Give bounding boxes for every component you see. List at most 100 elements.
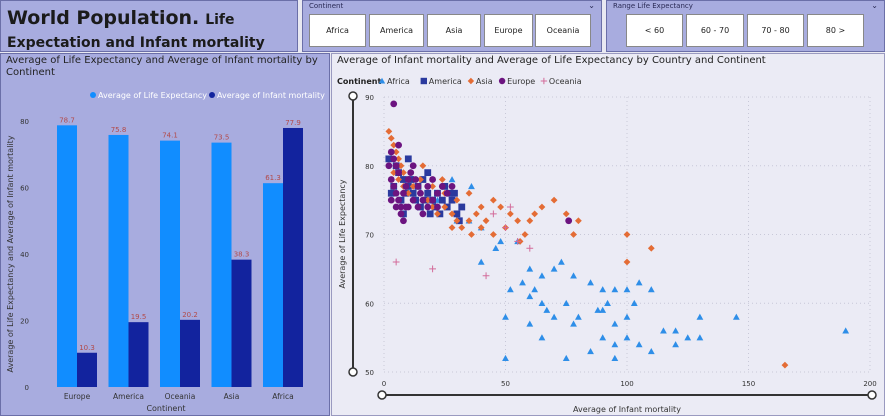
bar-infant-mortality[interactable] [283, 127, 303, 388]
data-point-europe[interactable] [400, 217, 407, 225]
data-point-asia[interactable] [448, 224, 456, 232]
y-zoom-slider-handle-top[interactable] [348, 91, 358, 101]
range-slicer[interactable]: Range Life Expectancy ⌄ < 60 60 - 70 70 … [606, 0, 885, 52]
data-point-europe[interactable] [390, 155, 398, 163]
data-point-africa[interactable] [604, 299, 611, 306]
data-point-africa[interactable] [550, 265, 558, 272]
data-point-oceania[interactable] [489, 210, 497, 218]
bar-infant-mortality[interactable] [231, 259, 252, 387]
data-point-africa[interactable] [635, 341, 643, 348]
data-point-asia[interactable] [424, 196, 432, 204]
data-point-oceania[interactable] [429, 265, 436, 273]
slicer-option-lt60[interactable]: < 60 [626, 14, 683, 47]
data-point-africa[interactable] [502, 354, 509, 361]
data-point-asia[interactable] [781, 361, 789, 369]
data-point-africa[interactable] [660, 327, 667, 334]
data-point-oceania[interactable] [392, 258, 400, 266]
bar-life-expectancy[interactable] [211, 142, 232, 387]
x-zoom-slider-handle-left[interactable] [377, 390, 387, 400]
data-point-asia[interactable] [647, 244, 655, 252]
x-zoom-slider-handle-right[interactable] [867, 390, 877, 400]
data-point-asia[interactable] [570, 231, 577, 238]
slicer-option-asia[interactable]: Asia [427, 14, 481, 47]
data-point-asia[interactable] [392, 148, 400, 156]
data-point-america[interactable] [458, 203, 466, 211]
data-point-africa[interactable] [575, 313, 582, 320]
data-point-america[interactable] [400, 176, 407, 183]
legend-marker-africa[interactable] [378, 77, 386, 84]
data-point-asia[interactable] [531, 210, 539, 218]
data-point-africa[interactable] [562, 354, 570, 361]
data-point-oceania[interactable] [506, 203, 514, 211]
data-point-europe[interactable] [392, 189, 400, 197]
data-point-europe[interactable] [402, 182, 410, 190]
data-point-africa[interactable] [672, 327, 679, 334]
data-point-america[interactable] [448, 196, 456, 204]
legend-marker-asia[interactable] [467, 77, 475, 85]
data-point-europe[interactable] [392, 203, 400, 211]
legend-marker-europe[interactable] [498, 77, 506, 85]
data-point-africa[interactable] [562, 299, 570, 306]
data-point-europe[interactable] [414, 182, 422, 190]
data-point-asia[interactable] [453, 196, 461, 204]
data-point-africa[interactable] [550, 313, 558, 320]
data-point-africa[interactable] [599, 286, 607, 293]
data-point-oceania[interactable] [526, 244, 534, 252]
data-point-asia[interactable] [404, 189, 412, 197]
data-point-africa[interactable] [502, 313, 509, 320]
data-point-europe[interactable] [429, 196, 436, 204]
y-zoom-slider-handle-bottom[interactable] [348, 367, 358, 377]
data-point-europe[interactable] [414, 203, 422, 211]
data-point-africa[interactable] [506, 286, 514, 293]
data-point-africa[interactable] [570, 272, 577, 279]
data-point-europe[interactable] [397, 210, 405, 218]
data-point-europe[interactable] [387, 148, 395, 156]
data-point-america[interactable] [385, 155, 393, 163]
data-point-america[interactable] [424, 169, 432, 177]
slicer-option-oceania[interactable]: Oceania [535, 14, 591, 47]
data-point-africa[interactable] [623, 313, 631, 320]
data-point-america[interactable] [387, 189, 395, 197]
data-point-africa[interactable] [611, 341, 619, 348]
data-point-asia[interactable] [550, 196, 558, 204]
data-point-europe[interactable] [404, 176, 412, 183]
bar-life-expectancy[interactable] [57, 125, 77, 387]
data-point-europe[interactable] [387, 196, 395, 204]
bar-life-expectancy[interactable] [263, 183, 283, 387]
data-point-oceania[interactable] [482, 272, 490, 280]
slicer-option-africa[interactable]: Africa [309, 14, 366, 47]
data-point-asia[interactable] [385, 127, 393, 135]
data-point-europe[interactable] [424, 182, 432, 190]
data-point-asia[interactable] [419, 162, 427, 170]
data-point-europe[interactable] [385, 162, 393, 170]
data-point-europe[interactable] [409, 196, 417, 204]
data-point-europe[interactable] [392, 162, 400, 170]
slicer-option-60-70[interactable]: 60 - 70 [686, 14, 744, 47]
data-point-africa[interactable] [696, 313, 704, 320]
data-point-asia[interactable] [468, 231, 475, 238]
legend-marker-oceania[interactable] [540, 77, 548, 85]
data-point-europe[interactable] [387, 176, 395, 183]
data-point-europe[interactable] [395, 141, 402, 149]
data-point-asia[interactable] [538, 203, 546, 211]
data-point-asia[interactable] [506, 210, 514, 218]
data-point-asia[interactable] [448, 210, 456, 218]
data-point-africa[interactable] [594, 306, 602, 313]
bar-life-expectancy[interactable] [160, 140, 180, 387]
data-point-africa[interactable] [672, 341, 679, 348]
data-point-asia[interactable] [526, 217, 534, 225]
data-point-africa[interactable] [684, 334, 692, 341]
data-point-africa[interactable] [526, 320, 534, 327]
data-point-africa[interactable] [538, 272, 546, 279]
data-point-asia[interactable] [395, 176, 402, 183]
slicer-option-70-80[interactable]: 70 - 80 [747, 14, 804, 47]
data-point-africa[interactable] [696, 334, 704, 341]
data-point-africa[interactable] [492, 244, 500, 251]
data-point-asia[interactable] [395, 155, 402, 163]
data-point-europe[interactable] [412, 176, 419, 183]
data-point-asia[interactable] [472, 210, 480, 218]
data-point-asia[interactable] [562, 210, 570, 218]
data-point-asia[interactable] [390, 141, 398, 149]
data-point-asia[interactable] [623, 258, 631, 266]
data-point-europe[interactable] [395, 169, 402, 177]
